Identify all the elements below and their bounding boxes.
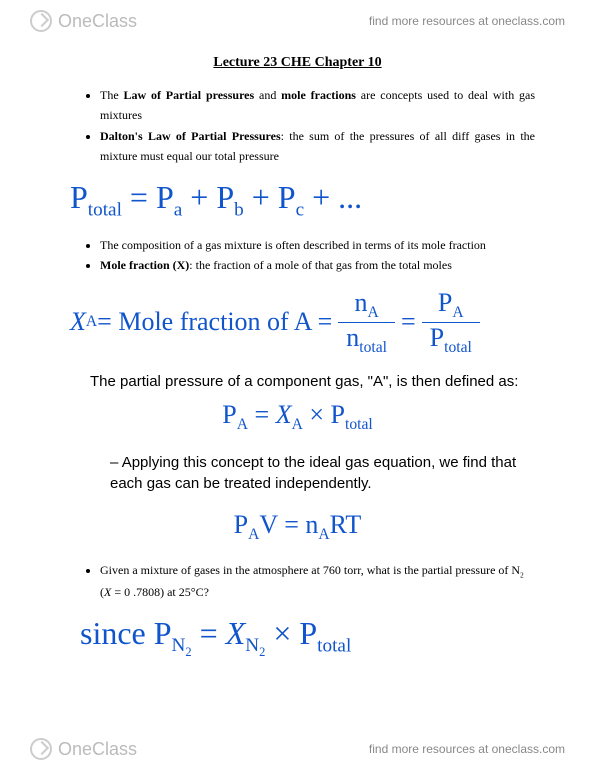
dots: + ... xyxy=(304,179,362,215)
var-n: n xyxy=(355,288,368,317)
logo-icon xyxy=(30,738,52,760)
bold: Law of Partial pressures xyxy=(123,88,254,102)
bullet-list-2: The composition of a gas mixture is ofte… xyxy=(60,235,535,276)
times: × xyxy=(303,400,331,429)
page-header: OneClass find more resources at oneclass… xyxy=(0,0,595,42)
sub: a xyxy=(174,199,183,220)
footer-link[interactable]: find more resources at oneclass.com xyxy=(369,742,565,756)
var-P: P xyxy=(331,400,345,429)
eq-text: = Mole fraction of A = xyxy=(97,307,332,337)
sub: c xyxy=(296,199,305,220)
var-P: P xyxy=(430,323,444,352)
fraction-n: nA ntotal xyxy=(338,288,395,357)
page-title: Lecture 23 CHE Chapter 10 xyxy=(60,55,535,71)
brand-one: One xyxy=(58,739,92,760)
text: = 0 .7808) at 25°C? xyxy=(111,585,209,599)
brand-class: Class xyxy=(92,11,137,32)
equation-molefraction: XA = Mole fraction of A = nA ntotal = PA… xyxy=(70,288,535,357)
text: Applying this concept to the ideal gas e… xyxy=(110,454,516,492)
eq: = xyxy=(401,307,416,337)
var-P: P xyxy=(154,615,172,651)
sub: A xyxy=(248,526,259,543)
bullet-list-3: Given a mixture of gases in the atmosphe… xyxy=(60,560,535,602)
var-X: X xyxy=(226,615,246,651)
text: and xyxy=(254,88,281,102)
var-P: P xyxy=(156,179,174,215)
var-X: X xyxy=(276,400,292,429)
var-RT: RT xyxy=(330,510,362,539)
equation-pa: PA = XA × Ptotal xyxy=(60,400,535,434)
brand-logo-footer: OneClass xyxy=(30,738,137,760)
text: The xyxy=(100,88,123,102)
brand-class: Class xyxy=(92,739,137,760)
fraction-P: PA Ptotal xyxy=(422,288,480,357)
var-X: X xyxy=(70,307,86,337)
sub: total xyxy=(444,339,472,356)
var-P: P xyxy=(278,179,296,215)
text: : the fraction of a mole of that gas fro… xyxy=(189,258,452,272)
document-content: Lecture 23 CHE Chapter 10 The Law of Par… xyxy=(0,0,595,724)
sub-N: N xyxy=(172,635,186,656)
bullet-1: The Law of Partial pressures and mole fr… xyxy=(100,85,535,126)
var-V: V = xyxy=(259,510,305,539)
text-partial-pressure: The partial pressure of a component gas,… xyxy=(90,371,535,392)
sub: A xyxy=(237,416,248,433)
var-P: P xyxy=(438,288,452,317)
times: × xyxy=(265,615,299,651)
sub: total xyxy=(317,635,351,656)
bullet-2: Dalton's Law of Partial Pressures: the s… xyxy=(100,126,535,167)
bullet-list-1: The Law of Partial pressures and mole fr… xyxy=(60,85,535,167)
logo-icon xyxy=(30,10,52,32)
sub: total xyxy=(88,199,122,220)
bold: Dalton's Law of Partial Pressures xyxy=(100,129,281,143)
brand-one: One xyxy=(58,11,92,32)
var-P: P xyxy=(222,400,236,429)
equation-since: since PN2 = XN2 × Ptotal xyxy=(80,615,535,660)
bold: Mole fraction (X) xyxy=(100,258,189,272)
sub: A xyxy=(452,304,463,321)
brand-logo: OneClass xyxy=(30,10,137,32)
var-n: n xyxy=(305,510,318,539)
page-footer: OneClass find more resources at oneclass… xyxy=(0,728,595,770)
text-ideal-gas: – Applying this concept to the ideal gas… xyxy=(110,452,535,494)
plus: + xyxy=(244,179,278,215)
header-link[interactable]: find more resources at oneclass.com xyxy=(369,14,565,28)
sub: total xyxy=(359,339,387,356)
sub: A xyxy=(292,416,303,433)
eq: = xyxy=(192,615,226,651)
sub: A xyxy=(318,526,329,543)
sub-N: N xyxy=(245,635,259,656)
bullet-5: Given a mixture of gases in the atmosphe… xyxy=(100,560,535,602)
var-P: P xyxy=(70,179,88,215)
sub: total xyxy=(345,416,373,433)
var-P: P xyxy=(299,615,317,651)
eq: = xyxy=(122,179,156,215)
equation-ideal-gas: PAV = nART xyxy=(60,510,535,544)
plus: + xyxy=(182,179,216,215)
bold: mole fractions xyxy=(281,88,356,102)
sub: A xyxy=(368,304,379,321)
var-P: P xyxy=(234,510,248,539)
var-n: n xyxy=(346,323,359,352)
sub: 2 xyxy=(520,572,524,580)
bullet-3: The composition of a gas mixture is ofte… xyxy=(100,235,535,255)
equation-ptotal: Ptotal = Pa + Pb + Pc + ... xyxy=(70,179,535,221)
text: Given a mixture of gases in the atmosphe… xyxy=(100,563,520,577)
eq: = xyxy=(248,400,276,429)
sub: A xyxy=(86,313,97,331)
var-P: P xyxy=(216,179,234,215)
since-text: since xyxy=(80,615,154,651)
sub: b xyxy=(234,199,244,220)
bullet-4: Mole fraction (X): the fraction of a mol… xyxy=(100,255,535,275)
